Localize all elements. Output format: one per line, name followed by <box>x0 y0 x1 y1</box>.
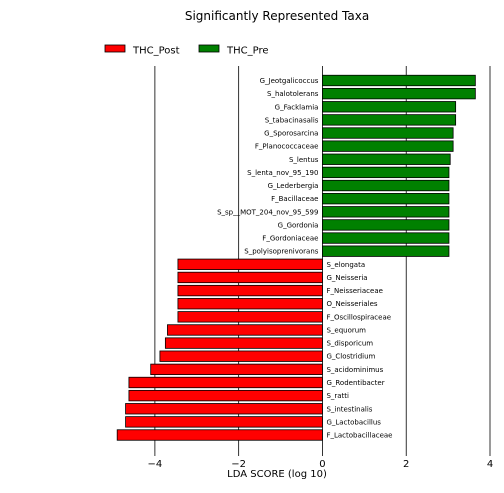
bar <box>322 245 450 257</box>
bar <box>322 140 454 152</box>
x-tick-label: −2 <box>231 459 246 470</box>
x-axis: −4 −2 0 2 4 <box>148 452 493 470</box>
bar-label: S_tabacinasalis <box>265 116 319 124</box>
bars <box>116 74 476 441</box>
bar <box>167 324 323 336</box>
bar-label: G_Gordonia <box>278 221 319 229</box>
bar <box>164 337 323 349</box>
bar <box>177 284 323 297</box>
bar-label: S_polyisoprenivorans <box>244 248 319 256</box>
bar <box>150 363 323 376</box>
bar-label: S_ratti <box>326 392 349 400</box>
bar <box>322 219 450 231</box>
bar-label: S_lentus <box>289 156 319 164</box>
bar <box>159 350 323 362</box>
bar <box>177 258 323 270</box>
bar-label: F_Bacillaceae <box>271 195 318 203</box>
bar <box>322 127 454 139</box>
bar-label: F_Planococcaceae <box>255 143 319 151</box>
bar-labels: G_Jeotgalicoccus S_halotolerans G_Facklami… <box>217 77 392 440</box>
bar-label: O_Neisseriales <box>326 300 377 308</box>
bar-label: G_Clostridium <box>326 353 375 361</box>
bar-label: F_Neisseriaceae <box>326 287 382 295</box>
bar <box>177 271 323 284</box>
bar <box>125 403 323 415</box>
bar-label: G_Lederbergia <box>268 182 319 190</box>
bar <box>322 232 450 244</box>
bar <box>128 389 323 402</box>
bar <box>116 429 323 441</box>
bar <box>322 114 457 126</box>
bar <box>177 298 323 310</box>
legend: THC_Post THC_Pre <box>104 44 269 57</box>
x-tick-label: 0 <box>319 459 325 470</box>
bar <box>322 193 450 205</box>
bar-label: G_Lactobacillus <box>326 418 381 426</box>
x-tick-label: −4 <box>148 459 163 470</box>
legend-label: THC_Pre <box>226 46 269 57</box>
bar-label: G_Rodentibacter <box>326 379 384 387</box>
bar <box>322 206 450 218</box>
bar-label: S_lenta_nov_95_190 <box>247 169 318 177</box>
chart-title: Significantly Represented Taxa <box>185 9 369 23</box>
bar <box>177 311 323 323</box>
bar <box>322 87 476 100</box>
x-axis-label: LDA SCORE (log 10) <box>227 469 327 480</box>
x-tick-label: 4 <box>487 459 493 470</box>
bar <box>322 101 457 113</box>
bar-label: F_Oscillospiraceae <box>326 313 391 321</box>
bar-label: S_equorum <box>326 326 366 334</box>
bar-label: G_Facklamia <box>275 103 319 111</box>
bar <box>322 74 476 87</box>
bar-label: S_disporicum <box>326 340 373 348</box>
bar-label: F_Lactobacillaceae <box>326 432 392 440</box>
bar <box>322 153 451 165</box>
bar-label: S_elongata <box>326 261 365 269</box>
bar <box>322 166 450 179</box>
legend-swatch <box>104 44 126 53</box>
bar-label: F_Gordoniaceae <box>262 235 318 243</box>
bar-label: G_Sporosarcina <box>264 130 318 138</box>
legend-swatch <box>198 44 220 53</box>
bar-label: S_sp__MOT_204_nov_95_599 <box>217 208 318 216</box>
bar-label: G_Neisseria <box>326 274 367 282</box>
bar <box>125 416 323 428</box>
bar <box>322 179 450 192</box>
legend-label: THC_Post <box>132 46 180 57</box>
bar-label: G_Jeotgalicoccus <box>260 77 319 85</box>
bar-label: S_halotolerans <box>267 90 319 98</box>
x-tick-label: 2 <box>403 459 409 470</box>
bar <box>128 376 323 389</box>
bar-label: S_acidominimus <box>326 366 383 374</box>
bar-label: S_intestinalis <box>326 405 372 413</box>
